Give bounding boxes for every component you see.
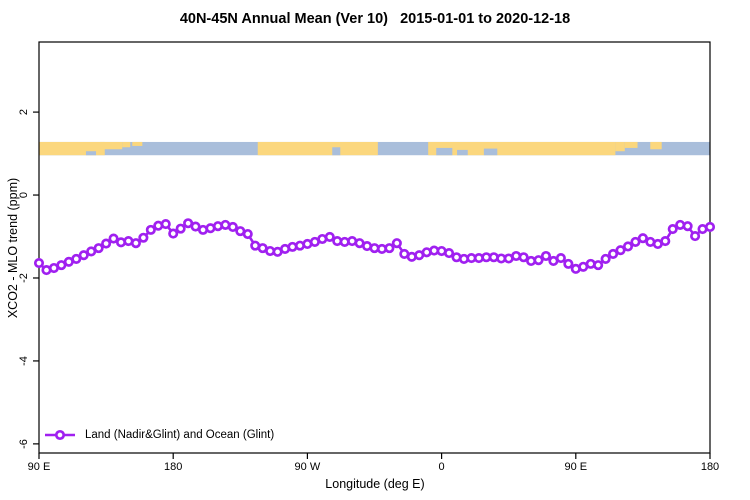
series-point	[384, 243, 395, 254]
series-point	[160, 219, 171, 230]
series-point	[637, 233, 648, 244]
plot-frame	[38, 41, 711, 454]
map-band-land-segment	[624, 141, 638, 148]
series-point	[622, 241, 634, 252]
y-axis-title: XCO2 - MLO trend (ppm)	[6, 177, 20, 318]
map-band-land-segment	[428, 141, 616, 156]
series-point	[138, 232, 149, 243]
map-band-land-segment	[100, 141, 123, 150]
map-band-land-segment	[257, 141, 378, 156]
map-band-water-patch	[85, 151, 97, 156]
y-tick-label: 0	[18, 191, 30, 199]
series-point	[615, 245, 626, 256]
legend: Land (Nadir&Glint) and Ocean (Glint)	[44, 428, 274, 442]
legend-circle-icon	[54, 429, 66, 441]
map-band-land-segment	[132, 141, 143, 146]
x-tick-label: 90 W	[294, 461, 321, 473]
series-point	[608, 248, 619, 259]
legend-series-marker-icon	[45, 429, 75, 441]
series-point	[71, 253, 82, 264]
series-point	[593, 260, 604, 271]
series-point	[555, 253, 566, 264]
x-tick-label: 90 E	[27, 461, 51, 473]
series-point	[682, 221, 693, 232]
series-point	[518, 252, 529, 263]
map-band-land-segment	[615, 141, 625, 152]
series-point	[93, 243, 104, 254]
chart-title: 40N-45N Annual Mean (Ver 10) 2015-01-01 …	[179, 11, 571, 27]
series-point	[660, 236, 671, 247]
series-point	[175, 223, 186, 234]
series-point	[324, 231, 335, 242]
map-band-water-patch	[332, 147, 341, 156]
y-tick-label: -6	[18, 438, 30, 449]
series-point	[168, 228, 179, 239]
x-tick-label: 180	[164, 461, 183, 473]
series-point	[78, 250, 89, 261]
map-band-water-patch	[436, 147, 453, 156]
series-point	[690, 231, 701, 242]
series-point	[444, 248, 455, 259]
x-axis-title: Longitude (deg E)	[325, 477, 425, 491]
x-tick-label: 90 E	[564, 461, 588, 473]
map-band-land-segment	[650, 141, 662, 150]
map-band-water-patch	[483, 148, 498, 156]
y-tick-label: -2	[18, 273, 30, 283]
series-point	[563, 258, 574, 269]
series-point	[704, 221, 716, 233]
series-point	[130, 238, 141, 249]
series-point	[242, 228, 253, 240]
series-point	[391, 238, 402, 249]
series-point	[630, 236, 641, 247]
series-point	[108, 233, 119, 244]
legend-label: Land (Nadir&Glint) and Ocean (Glint)	[85, 429, 275, 441]
series-point	[540, 250, 552, 262]
series-point	[227, 221, 238, 233]
series-point	[600, 253, 611, 264]
x-tick-label: 180	[700, 461, 720, 473]
y-tick-label: 2	[18, 109, 30, 116]
series-point	[145, 224, 156, 235]
map-band-land-segment	[122, 141, 131, 148]
map-band-water-patch	[457, 149, 468, 156]
x-tick-label: 0	[438, 461, 445, 473]
series-point	[667, 223, 678, 235]
series-point	[101, 238, 112, 249]
y-tick-label: -4	[18, 356, 30, 366]
series-point	[33, 258, 45, 269]
series-point	[533, 255, 544, 266]
